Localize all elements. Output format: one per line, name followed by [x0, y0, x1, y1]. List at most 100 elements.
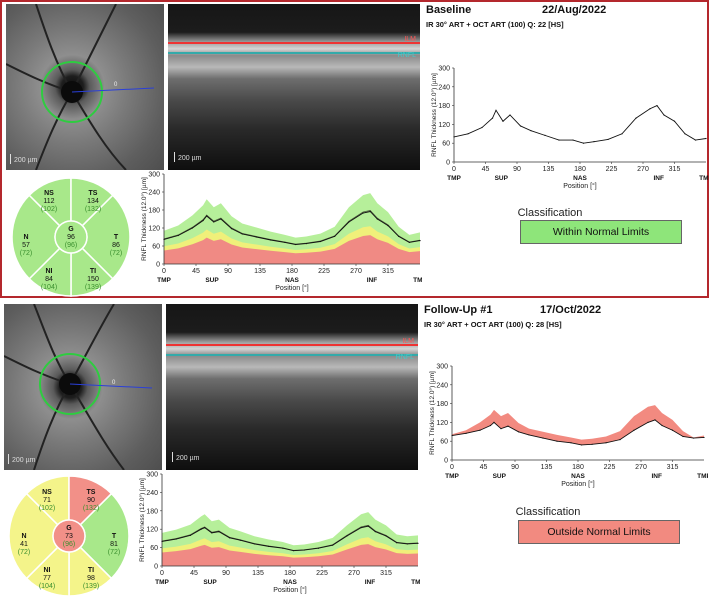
y-tick-label: 300 — [438, 66, 450, 73]
rnfl-point — [204, 527, 206, 529]
rnfl-point — [189, 534, 192, 536]
sector-value: 98 — [87, 575, 95, 582]
sector-label: NS — [44, 190, 54, 197]
sector-ref: (132) — [85, 206, 101, 213]
x-region-label: SUP — [205, 277, 219, 284]
rnfl-point — [218, 531, 220, 533]
rnfl-point — [451, 434, 453, 437]
x-region-label: NAS — [285, 277, 299, 284]
sector-label: N — [21, 533, 26, 540]
rnfl-point — [284, 241, 286, 243]
rnfl-point — [396, 542, 398, 544]
rnfl-point — [200, 528, 202, 530]
rnfl-point — [398, 235, 400, 237]
y-tick-label: 120 — [438, 122, 450, 129]
oct-scale: 200 µm — [172, 452, 200, 462]
rnfl-point — [544, 134, 546, 136]
x-region-label: NAS — [571, 473, 585, 480]
fundus-tick: 0 — [114, 82, 118, 88]
rnfl-point — [292, 550, 295, 552]
exam-date: 17/Oct/2022 — [540, 304, 602, 316]
rnfl-point — [374, 531, 376, 533]
sector-label: TS — [89, 190, 98, 197]
sector-ref: (104) — [41, 284, 57, 291]
classification-badge: Outside Normal Limits — [518, 520, 680, 544]
rnfl-point — [517, 431, 520, 433]
rnfl-point — [528, 434, 530, 436]
rnfl-point — [479, 429, 481, 431]
x-axis-label: Position [°] — [563, 182, 597, 190]
x-tick-label: 45 — [482, 166, 490, 173]
oct-ilm-tag: ILM — [402, 338, 414, 345]
y-axis-label: RNFL Thickness (12.0°) [µm] — [138, 478, 146, 562]
sector-label: T — [112, 533, 117, 540]
rnfl-point — [619, 439, 621, 441]
rnfl-point — [556, 440, 558, 442]
rnfl-point — [647, 421, 649, 423]
x-axis-label: Position [°] — [275, 284, 309, 292]
y-tick-label: 300 — [146, 472, 158, 479]
x-axis-label: Position [°] — [273, 586, 307, 594]
sector-value: 73 — [65, 533, 73, 540]
y-tick-label: 0 — [156, 262, 160, 269]
x-region-label: NAS — [573, 175, 587, 182]
exam-title: Follow-Up #1 — [424, 304, 493, 316]
x-tick-label: 180 — [286, 268, 298, 275]
rnfl-point — [385, 535, 387, 537]
sector-ref: (104) — [39, 583, 55, 590]
y-axis-label: RNFL Thickness (12.0°) [µm] — [428, 371, 436, 455]
rnfl-point — [255, 236, 258, 238]
rnfl-point — [542, 437, 544, 439]
y-tick-label: 180 — [148, 208, 160, 215]
rnfl-point — [228, 537, 231, 539]
y-tick-label: 180 — [436, 401, 448, 408]
oct-rnfl-tag: RNFL — [395, 354, 414, 361]
sector-value: 84 — [45, 276, 53, 283]
sector-g — [54, 220, 88, 254]
sector-label: G — [66, 525, 72, 532]
rnfl-point — [621, 133, 623, 135]
rnfl-point — [230, 228, 233, 230]
x-tick-label: 315 — [669, 166, 681, 173]
rnfl-point — [294, 243, 297, 246]
y-tick-label: 300 — [436, 364, 448, 371]
baseline-panel: 0 200 µm ILM RNFL 200 µm NS 112 (102) TS 134… — [0, 0, 709, 298]
rnfl-line — [163, 211, 421, 245]
fundus-image: 0 200 µm — [6, 4, 164, 170]
rnfl-point — [467, 133, 469, 135]
rnfl-point — [661, 424, 663, 427]
sector-label: NI — [44, 567, 51, 574]
sector-ref: (72) — [110, 250, 122, 257]
scan-info: IR 30° ART + OCT ART (100) Q: 28 [HS] — [424, 320, 562, 329]
rnfl-point — [211, 532, 213, 534]
exam-date: 22/Aug/2022 — [542, 4, 607, 16]
sector-label: T — [114, 234, 119, 241]
sector-label: TI — [90, 268, 96, 275]
fundus-scale: 200 µm — [8, 454, 36, 464]
sector-value: 41 — [20, 541, 28, 548]
rnfl-point — [367, 525, 369, 527]
rnfl-point — [253, 543, 256, 545]
x-tick-label: 45 — [192, 268, 200, 275]
sector-value: 90 — [87, 497, 95, 504]
x-tick-label: 90 — [513, 166, 521, 173]
oct-bscan: ILM RNFL 200 µm — [166, 304, 418, 470]
x-region-label: TMP — [157, 277, 171, 284]
rnfl-point — [369, 210, 371, 213]
x-tick-label: 135 — [541, 464, 553, 471]
rnfl-point — [673, 120, 676, 122]
rnfl-point — [663, 114, 665, 116]
rnfl-point — [465, 432, 467, 434]
rnfl-point — [360, 527, 362, 529]
sector-value: 71 — [43, 497, 51, 504]
x-tick-label: 180 — [574, 166, 586, 173]
exam-title: Baseline — [426, 4, 472, 16]
rnfl-point — [605, 442, 607, 444]
rnfl-point — [408, 241, 410, 243]
rnfl-point — [406, 543, 408, 545]
rnfl-point — [705, 137, 707, 140]
rnfl-point — [332, 544, 334, 546]
x-region-label: TMP — [413, 277, 422, 284]
sector-label: N — [23, 234, 28, 241]
y-tick-label: 0 — [154, 564, 158, 571]
